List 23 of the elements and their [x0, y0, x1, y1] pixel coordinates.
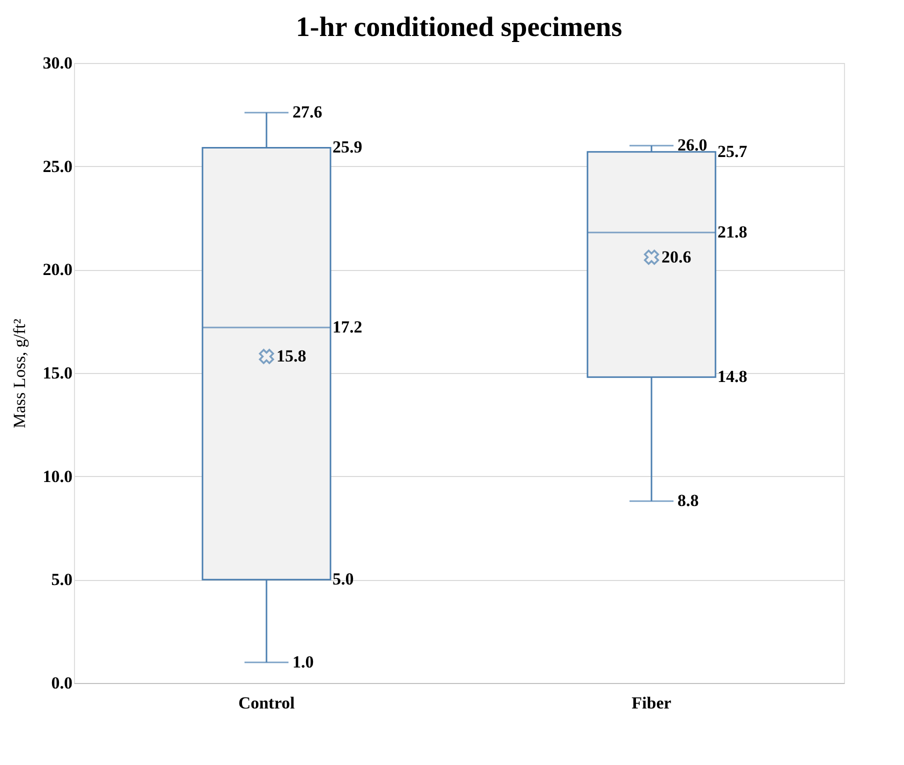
- text: 8.8: [678, 491, 699, 510]
- chart-title: 1-hr conditioned specimens: [296, 12, 622, 43]
- y-tick-label: 25.0: [42, 156, 72, 176]
- x-tick-label: Fiber: [632, 694, 672, 712]
- text: 5.0: [332, 570, 354, 589]
- text: 17.2: [332, 318, 362, 337]
- y-tick-label: 15.0: [42, 364, 72, 382]
- text: 21.8: [718, 222, 748, 242]
- text: 25.9: [332, 138, 362, 157]
- y-axis-title: Mass Loss, g/ft²: [10, 318, 29, 428]
- y-tick-label: 20.0: [42, 260, 72, 280]
- text: 14.8: [718, 367, 748, 386]
- y-tick-label: 0.0: [51, 674, 72, 692]
- y-tick-label: 5.0: [51, 570, 72, 590]
- y-tick-label: 30.0: [42, 54, 72, 72]
- y-tick-label: 10.0: [42, 466, 72, 486]
- text: 27.6: [292, 102, 322, 122]
- text: 25.7: [718, 142, 748, 161]
- text: 26.0: [678, 136, 708, 155]
- text: 1.0: [292, 652, 314, 672]
- text: 15.8: [276, 346, 306, 366]
- x-tick-label: Control: [238, 694, 295, 712]
- text: 20.6: [662, 247, 692, 266]
